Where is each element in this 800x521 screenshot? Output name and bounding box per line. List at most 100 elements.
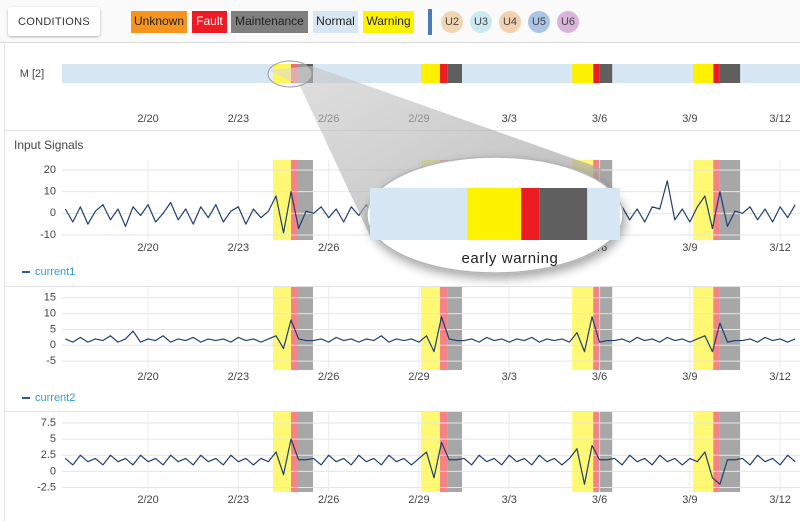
date-tick-label: 2/23 — [228, 242, 249, 254]
unit-label[interactable]: U3 — [474, 16, 488, 28]
condition-segment — [291, 412, 298, 492]
date-tick-label: 2/26 — [318, 494, 339, 506]
condition-segment — [297, 412, 314, 492]
date-tick-label: 3/6 — [592, 494, 607, 506]
condition-segment — [447, 287, 463, 370]
date-tick-label: 2/26 — [318, 371, 339, 383]
condition-segment — [572, 287, 594, 370]
date-tick-label: 3/9 — [682, 494, 697, 506]
condition-segment — [291, 160, 298, 240]
date-tick-label: 2/20 — [137, 242, 158, 254]
date-tick-label: 2/23 — [228, 494, 249, 506]
legend-chip[interactable] — [231, 11, 308, 33]
condition-segment — [713, 160, 720, 240]
signal-panel: 7.5 5 2.5 0 -2.5 2/20 2/23 2/26 2/29 3/3 3/6 3/9 3/1… — [22, 392, 800, 506]
date-tick-label: 2/20 — [137, 113, 158, 125]
y-tick-label: 5 — [50, 433, 56, 445]
condition-segment — [719, 412, 741, 492]
date-tick-label: 3/3 — [502, 113, 517, 125]
lens-zoom — [370, 188, 620, 240]
condition-segment — [713, 287, 720, 370]
date-tick-label: 3/12 — [769, 113, 790, 125]
series-name[interactable]: current1 — [35, 266, 75, 278]
legend-chip[interactable] — [363, 11, 414, 33]
unit-badge[interactable] — [470, 11, 492, 33]
date-tick-label: 3/3 — [502, 494, 517, 506]
legend-chip[interactable] — [131, 11, 187, 33]
legend-divider — [428, 9, 432, 35]
date-tick-label: 3/6 — [592, 113, 607, 125]
date-tick-label: 2/20 — [137, 494, 158, 506]
toolbar-legend: Unknown Fault Maintenance Normal Warning U2 U3… — [131, 9, 579, 35]
y-tick-label: -5 — [46, 355, 56, 367]
condition-segment — [572, 64, 594, 83]
legend-chip[interactable] — [313, 11, 358, 33]
condition-segment — [440, 287, 448, 370]
condition-segment — [693, 412, 714, 492]
unit-badge[interactable] — [528, 11, 550, 33]
legend-label[interactable]: Normal — [316, 14, 355, 28]
conditions-button[interactable] — [8, 7, 100, 36]
date-tick-label: 3/3 — [502, 371, 517, 383]
condition-segment — [521, 188, 540, 240]
date-tick-label: 2/26 — [318, 242, 339, 254]
date-tick-label: 3/12 — [769, 371, 790, 383]
condition-segment — [593, 64, 600, 83]
condition-segment — [599, 287, 613, 370]
y-tick-label: 0 — [50, 207, 56, 219]
y-tick-label: 10 — [44, 308, 56, 320]
condition-segment — [297, 287, 314, 370]
condition-segment — [447, 64, 463, 83]
condition-segment — [272, 287, 292, 370]
y-tick-label: 0 — [50, 339, 56, 351]
legend-label[interactable]: Maintenance — [235, 14, 304, 28]
lens-small — [267, 60, 313, 88]
y-tick-label: 2.5 — [41, 449, 56, 461]
y-tick-label: 5 — [50, 323, 56, 335]
signal-line — [65, 316, 796, 353]
legend-label[interactable]: Warning — [366, 14, 410, 28]
condition-segment — [693, 287, 714, 370]
condition-segment — [693, 64, 714, 83]
condition-segment — [719, 287, 741, 370]
y-tick-label: -10 — [40, 229, 56, 241]
condition-segment — [421, 412, 441, 492]
conditions-button-label[interactable]: CONDITIONS — [18, 16, 90, 28]
condition-segment — [719, 64, 741, 83]
condition-segment — [447, 412, 463, 492]
date-tick-label: 2/23 — [228, 113, 249, 125]
series-name[interactable]: current2 — [35, 392, 75, 404]
condition-segment — [593, 287, 600, 370]
unit-label[interactable]: U6 — [561, 16, 575, 28]
unit-badge[interactable] — [441, 11, 463, 33]
condition-segment — [421, 64, 441, 83]
unit-label[interactable]: U2 — [445, 16, 459, 28]
unit-badge[interactable] — [557, 11, 579, 33]
date-tick-label: 2/20 — [137, 371, 158, 383]
legend-label[interactable]: Fault — [196, 14, 223, 28]
signal-line — [64, 438, 796, 485]
date-tick-label: 2/23 — [228, 371, 249, 383]
condition-segment — [572, 412, 594, 492]
legend-label[interactable]: Unknown — [134, 14, 184, 28]
date-tick-label: 2/29 — [408, 371, 429, 383]
condition-segment — [297, 160, 314, 240]
condition-segment — [599, 64, 613, 83]
condition-segment — [719, 160, 741, 240]
unit-label[interactable]: U4 — [503, 16, 517, 28]
y-tick-label: 0 — [50, 465, 56, 477]
date-tick-label: 3/6 — [592, 371, 607, 383]
y-tick-label: 7.5 — [41, 417, 56, 429]
condition-segment — [272, 412, 292, 492]
unit-badge[interactable] — [499, 11, 521, 33]
y-tick-label: -2.5 — [37, 481, 56, 493]
unit-label[interactable]: U5 — [532, 16, 546, 28]
legend-chip[interactable] — [192, 11, 227, 33]
date-tick-label: 3/9 — [682, 371, 697, 383]
date-tick-label: 2/29 — [408, 494, 429, 506]
date-tick-label: 3/9 — [682, 242, 697, 254]
condition-segment — [599, 412, 613, 492]
magnifier: early warning — [267, 60, 624, 274]
